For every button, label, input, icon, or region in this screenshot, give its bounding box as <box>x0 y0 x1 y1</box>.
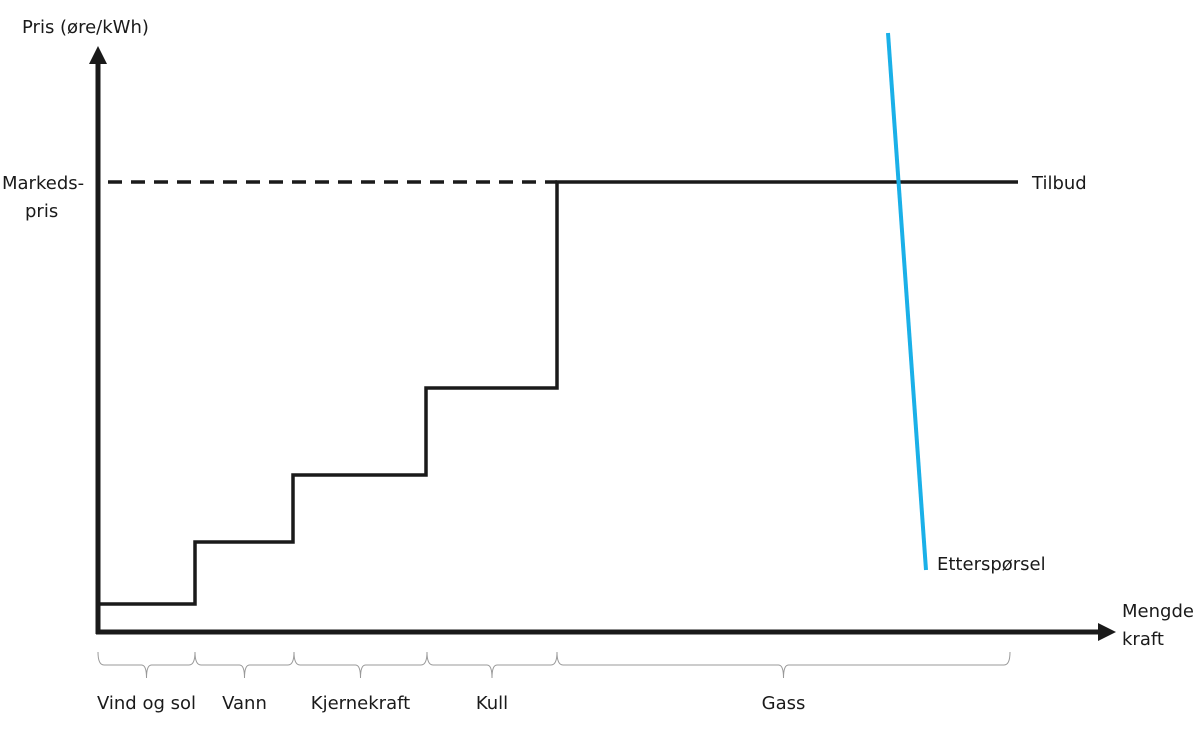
y-axis-arrow <box>89 46 107 64</box>
segment-label: Vann <box>222 693 267 714</box>
supply-label: Tilbud <box>1031 173 1087 194</box>
supply-curve <box>98 180 1018 606</box>
x-axis-arrow <box>1098 623 1116 641</box>
y-axis-label: Pris (øre/kWh) <box>22 17 149 38</box>
segment-label: Vind og sol <box>97 693 196 714</box>
market-price-label: Markeds- <box>2 173 84 194</box>
segment-braces <box>97 651 1011 679</box>
brace <box>556 651 1011 679</box>
segment-label: Kjernekraft <box>311 693 410 714</box>
x-axis-label: kraft <box>1122 629 1164 650</box>
x-axis-label: Mengde <box>1122 601 1194 622</box>
segment-label: Kull <box>476 693 508 714</box>
market-price-label: pris <box>25 201 58 222</box>
demand-label: Etterspørsel <box>937 554 1046 575</box>
brace <box>194 651 295 679</box>
brace <box>97 651 196 679</box>
brace <box>293 651 428 679</box>
brace <box>426 651 558 679</box>
demand-curve <box>886 32 928 571</box>
segment-label: Gass <box>762 693 806 714</box>
